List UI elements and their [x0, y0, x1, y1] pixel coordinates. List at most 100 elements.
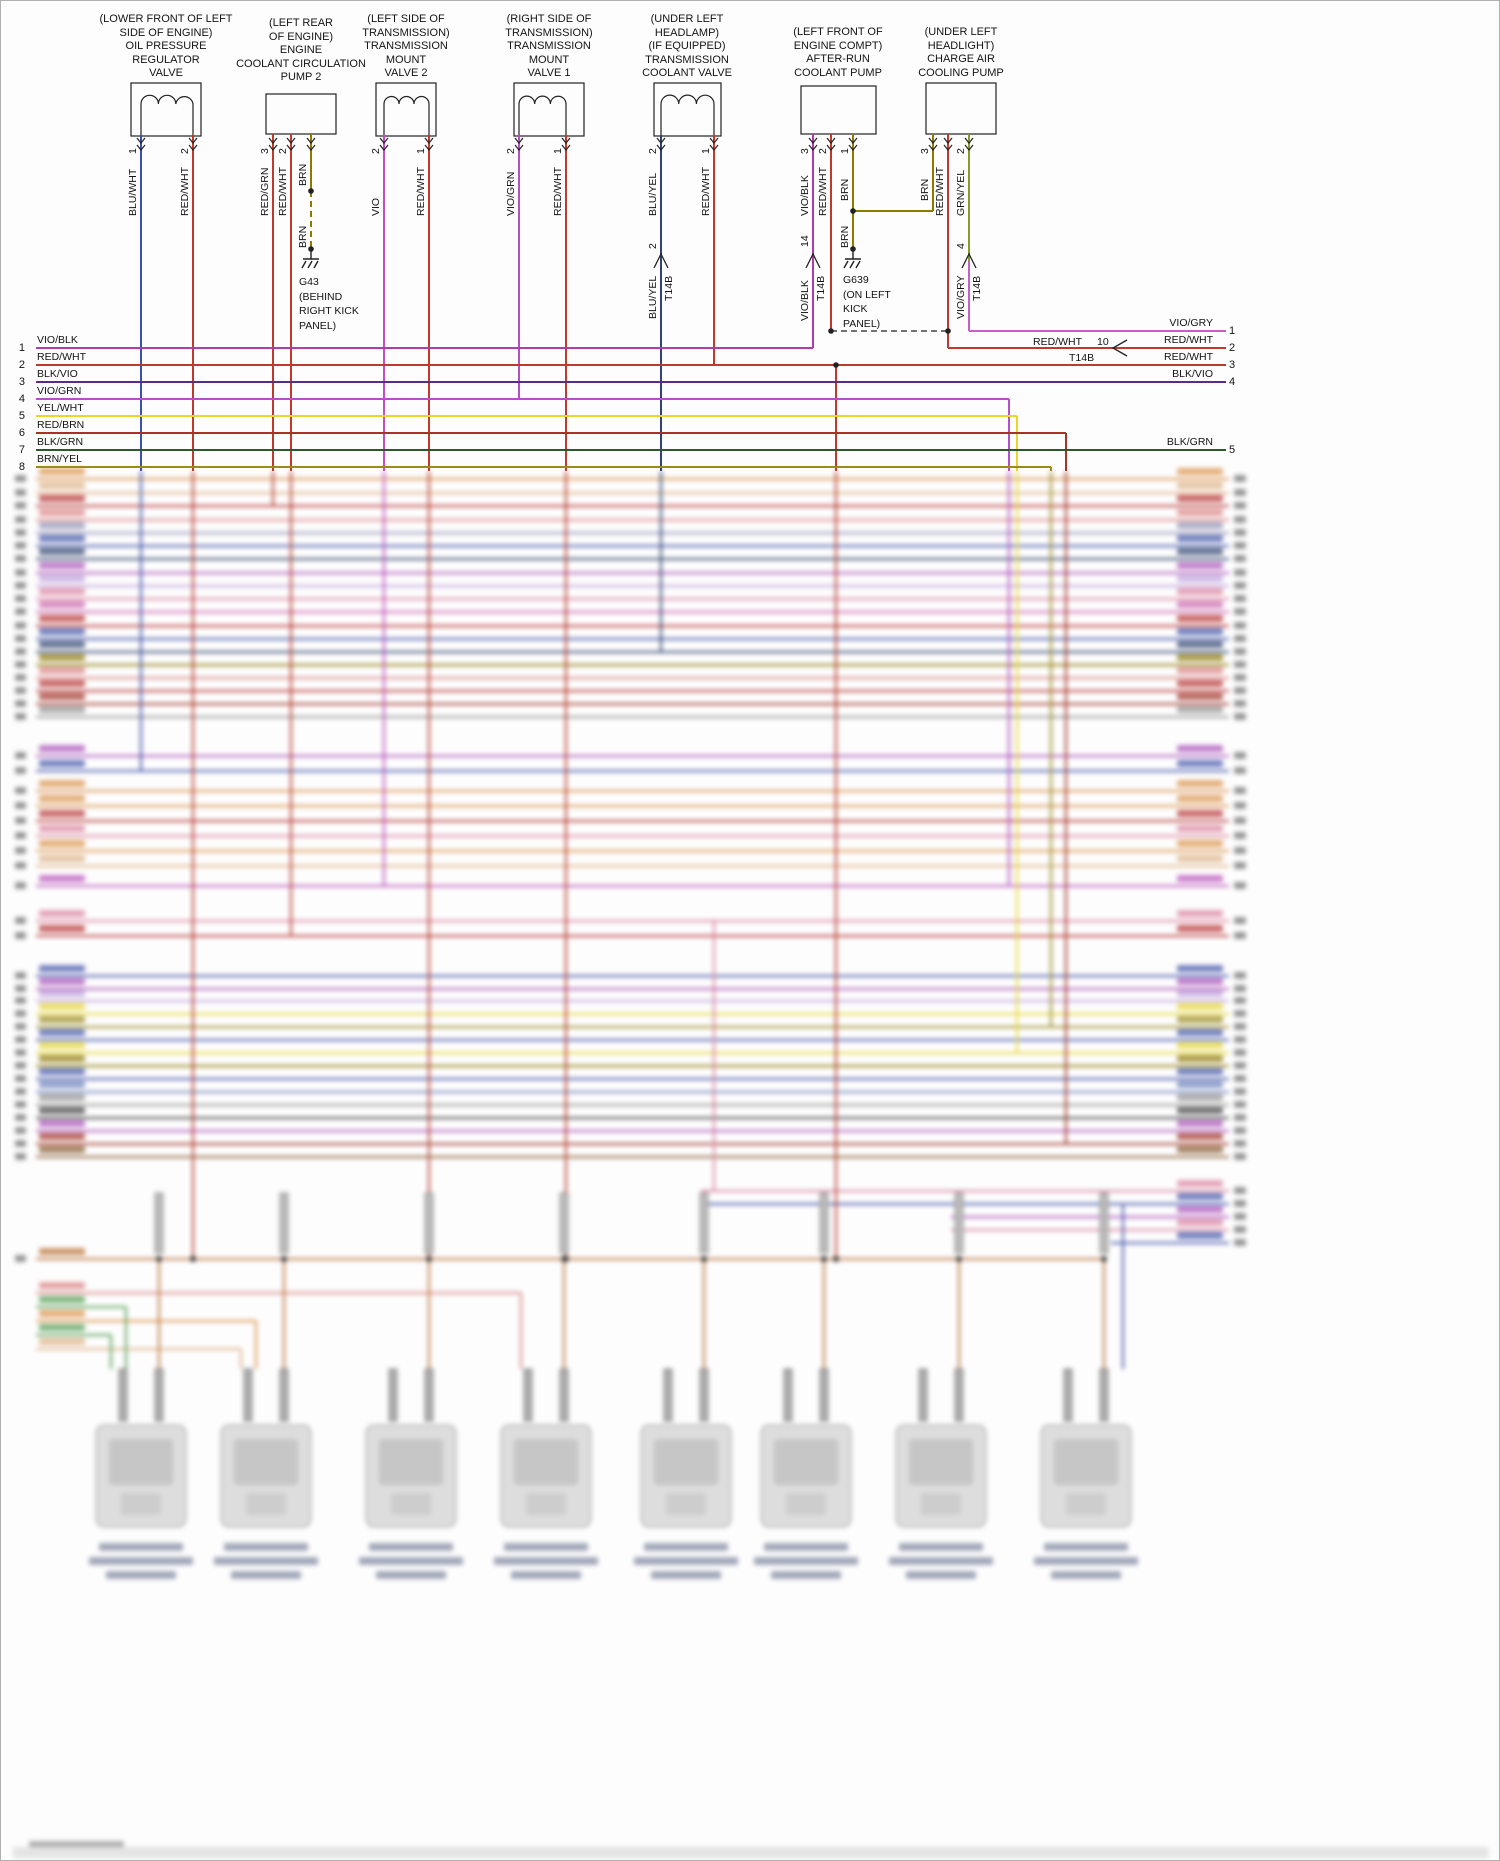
blurred-number [15, 542, 26, 549]
blurred-label [1177, 535, 1223, 542]
component-box-charge-air-cooling-pump [925, 82, 997, 135]
pin-number-label: 3 [799, 148, 811, 154]
blurred-number [15, 802, 26, 809]
blurred-component-detail [379, 1439, 443, 1485]
blurred-component-detail [1066, 1493, 1106, 1515]
blurred-number [15, 985, 26, 992]
blurred-inline-connector [954, 1192, 964, 1254]
blurred-connector-pin [663, 1368, 673, 1422]
blurred-label [1177, 522, 1223, 529]
blurred-inline-connector [699, 1192, 709, 1254]
blurred-label [39, 855, 85, 862]
blurred-label [39, 910, 85, 917]
blurred-label [634, 1557, 738, 1565]
blurred-label [39, 1282, 85, 1289]
blurred-number [1234, 1127, 1246, 1134]
connector-pin-label: 4 [955, 243, 967, 249]
blurred-component-detail [234, 1439, 298, 1485]
blurred-number [1234, 608, 1246, 615]
blurred-label [39, 1029, 85, 1036]
blurred-number [15, 529, 26, 536]
blurred-label [764, 1543, 848, 1551]
blurred-number [15, 847, 26, 854]
blurred-label [1177, 509, 1223, 516]
component-box-transmission-coolant-valve [653, 82, 722, 137]
blurred-number [1234, 997, 1246, 1004]
blurred-number [15, 582, 26, 589]
blurred-label [39, 840, 85, 847]
component-box-transmission-mount-valve-1 [513, 82, 585, 137]
bus-number: 6 [18, 427, 25, 439]
pin-number-label: 2 [955, 148, 967, 154]
bus-wire-label: BLK/GRN [1166, 436, 1213, 448]
blurred-junction-dot [701, 1256, 707, 1262]
blurred-label [1177, 990, 1223, 997]
bus-number: 8 [18, 461, 25, 473]
wire-color-label: VIO/BLK [799, 175, 811, 216]
wire-color-label: GRN/YEL [955, 169, 967, 216]
blurred-number [15, 1049, 26, 1056]
blurred-label [39, 1133, 85, 1140]
blurred-label [39, 535, 85, 542]
blurred-label [1177, 875, 1223, 882]
blurred-label [1177, 1219, 1223, 1226]
blurred-junction-dot [1101, 1256, 1107, 1262]
blurred-label [224, 1543, 308, 1551]
component-label: (LEFT FRONT OF ENGINE COMPT) AFTER-RUN C… [793, 26, 883, 79]
pin-number-label: 2 [370, 148, 382, 154]
blurred-inline-connector [279, 1192, 289, 1254]
blurred-label [39, 745, 85, 752]
blurred-junction-dot [190, 1256, 196, 1262]
blurred-component-detail [921, 1493, 961, 1515]
blurred-number [15, 1075, 26, 1082]
connector-chevron-icon [805, 252, 821, 269]
blurred-component-detail [786, 1493, 826, 1515]
blurred-label [39, 509, 85, 516]
blurred-label [1177, 1042, 1223, 1049]
blurred-number [1234, 1200, 1246, 1207]
blurred-label [39, 615, 85, 622]
blurred-number [15, 917, 26, 924]
pin-number-label: 1 [127, 148, 139, 154]
blurred-number [1234, 542, 1246, 549]
blurred-label [39, 468, 85, 475]
blurred-connector-pin [118, 1368, 128, 1422]
coil-symbol [140, 94, 194, 136]
wire-color-label: RED/WHT [415, 167, 427, 216]
component-label: (LEFT SIDE OF TRANSMISSION) TRANSMISSION… [362, 13, 450, 79]
bus-wire-label: VIO/GRY [1169, 317, 1213, 329]
blurred-label [1177, 910, 1223, 917]
bus-number: 4 [1229, 376, 1236, 388]
blurred-label [644, 1543, 728, 1551]
connector-wire-label: RED/WHT [1033, 336, 1082, 348]
blurred-number [15, 1127, 26, 1134]
inline-connector-symbols [653, 252, 1128, 357]
blurred-label [39, 1324, 85, 1331]
blurred-connector-pin [918, 1368, 928, 1422]
bus-number: 4 [18, 393, 25, 405]
blurred-number [1234, 767, 1246, 774]
blurred-junction-dot [956, 1256, 962, 1262]
blurred-connector-pin [1063, 1368, 1073, 1422]
pin-number-label: 1 [415, 148, 427, 154]
blurred-number [1234, 1075, 1246, 1082]
blurred-label [1177, 680, 1223, 687]
pin-number-label: 1 [552, 148, 564, 154]
blurred-number [1234, 502, 1246, 509]
blurred-number [1234, 847, 1246, 854]
blurred-label [1177, 654, 1223, 661]
blurred-label [39, 1146, 85, 1153]
blurred-number [15, 569, 26, 576]
wire-color-label: VIO [370, 197, 382, 216]
blurred-number [15, 608, 26, 615]
blurred-inline-connector [819, 1192, 829, 1254]
blurred-label [376, 1571, 446, 1579]
blurred-component-detail [514, 1439, 578, 1485]
blurred-label [214, 1557, 318, 1565]
blurred-number [15, 1010, 26, 1017]
blurred-number [15, 1153, 26, 1160]
wire-color-label: BRN [297, 163, 309, 186]
blurred-number [1234, 1153, 1246, 1160]
